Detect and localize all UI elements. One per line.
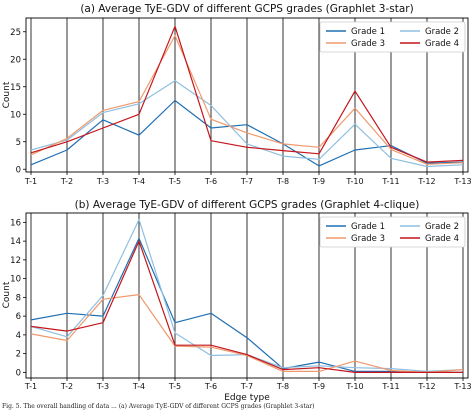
- y-tick-label: 16: [10, 218, 21, 228]
- legend-box: [319, 216, 466, 248]
- y-axis-label: Count: [2, 81, 12, 108]
- y-tick-label: 12: [10, 256, 21, 266]
- y-axis-label: Count: [2, 281, 12, 308]
- y-tick-label: 10: [10, 110, 21, 120]
- x-tick-label: T-10: [345, 382, 363, 391]
- x-tick-label: T-1: [24, 177, 37, 186]
- legend-label: Grade 2: [425, 222, 459, 232]
- x-tick-label: T-4: [132, 382, 145, 391]
- x-tick-label: T-5: [168, 177, 181, 186]
- series-line-grade-1: [30, 99, 464, 167]
- series-line-grade-1: [30, 237, 463, 373]
- legend: Grade 1 Grade 2 Grade 3 Grade 4: [319, 216, 466, 248]
- legend-label: Grade 1: [351, 222, 385, 232]
- y-tick-label: 25: [10, 28, 21, 38]
- y-tick-label: 0: [16, 368, 21, 378]
- y-tick-label: 2: [16, 350, 21, 360]
- x-tick-label: T-1: [24, 382, 37, 391]
- x-tick-label: T-9: [312, 382, 325, 391]
- y-tick-label: 6: [16, 312, 21, 322]
- y-tick-label: 0: [16, 165, 21, 175]
- x-tick-label: T-13: [453, 177, 471, 186]
- chart-title: (a) Average TyE-GDV of different GCPS gr…: [80, 3, 413, 15]
- legend-box: [319, 21, 466, 53]
- y-tick-label: 10: [10, 275, 21, 285]
- y-tick-label: 8: [16, 293, 21, 303]
- x-tick-label: T-4: [132, 177, 145, 186]
- x-tick-label: T-13: [453, 382, 471, 391]
- series-line-grade-4: [30, 240, 463, 373]
- legend: Grade 1 Grade 2 Grade 3 Grade 4: [319, 21, 466, 53]
- x-tick-label: T-11: [381, 382, 399, 391]
- y-tick-label: 4: [16, 331, 21, 341]
- x-tick-label: T-9: [312, 177, 325, 186]
- x-tick-label: T-2: [60, 177, 73, 186]
- series-line-grade-3: [30, 34, 464, 165]
- legend-label: Grade 3: [351, 39, 385, 49]
- y-tick-label: 20: [10, 55, 21, 65]
- legend-label: Grade 3: [351, 234, 385, 244]
- y-tick-label: 5: [16, 138, 21, 148]
- x-tick-label: T-11: [381, 177, 399, 186]
- chart-panel-b: (b) Average TyE-GDV of different GCPS gr…: [2, 199, 472, 403]
- x-tick-label: T-2: [60, 382, 73, 391]
- x-tick-label: T-8: [276, 382, 289, 391]
- legend-label: Grade 1: [351, 27, 385, 37]
- legend-label: Grade 4: [425, 234, 459, 244]
- x-axis-label: Edge type: [224, 393, 270, 403]
- series-line-grade-4: [30, 25, 464, 163]
- x-tick-label: T-6: [204, 382, 217, 391]
- chart-panel-a: (a) Average TyE-GDV of different GCPS gr…: [2, 3, 472, 186]
- series-line-grade-2: [30, 80, 464, 168]
- legend-label: Grade 4: [425, 39, 459, 49]
- x-tick-label: T-7: [240, 382, 253, 391]
- x-tick-label: T-12: [417, 177, 435, 186]
- x-tick-label: T-10: [345, 177, 363, 186]
- x-tick-label: T-3: [96, 382, 109, 391]
- x-tick-label: T-7: [240, 177, 253, 186]
- series-line-grade-3: [30, 294, 464, 373]
- y-tick-label: 15: [10, 83, 21, 93]
- x-tick-label: T-8: [276, 177, 289, 186]
- x-tick-label: T-12: [417, 382, 435, 391]
- figure-caption: Fig. 5. The overall handling of data ...…: [2, 403, 315, 410]
- x-tick-label: T-3: [96, 177, 109, 186]
- x-tick-label: T-6: [204, 177, 217, 186]
- chart-title: (b) Average TyE-GDV of different GCPS gr…: [75, 199, 420, 211]
- legend-label: Grade 2: [425, 27, 459, 37]
- y-tick-label: 14: [10, 237, 21, 247]
- x-tick-label: T-5: [168, 382, 181, 391]
